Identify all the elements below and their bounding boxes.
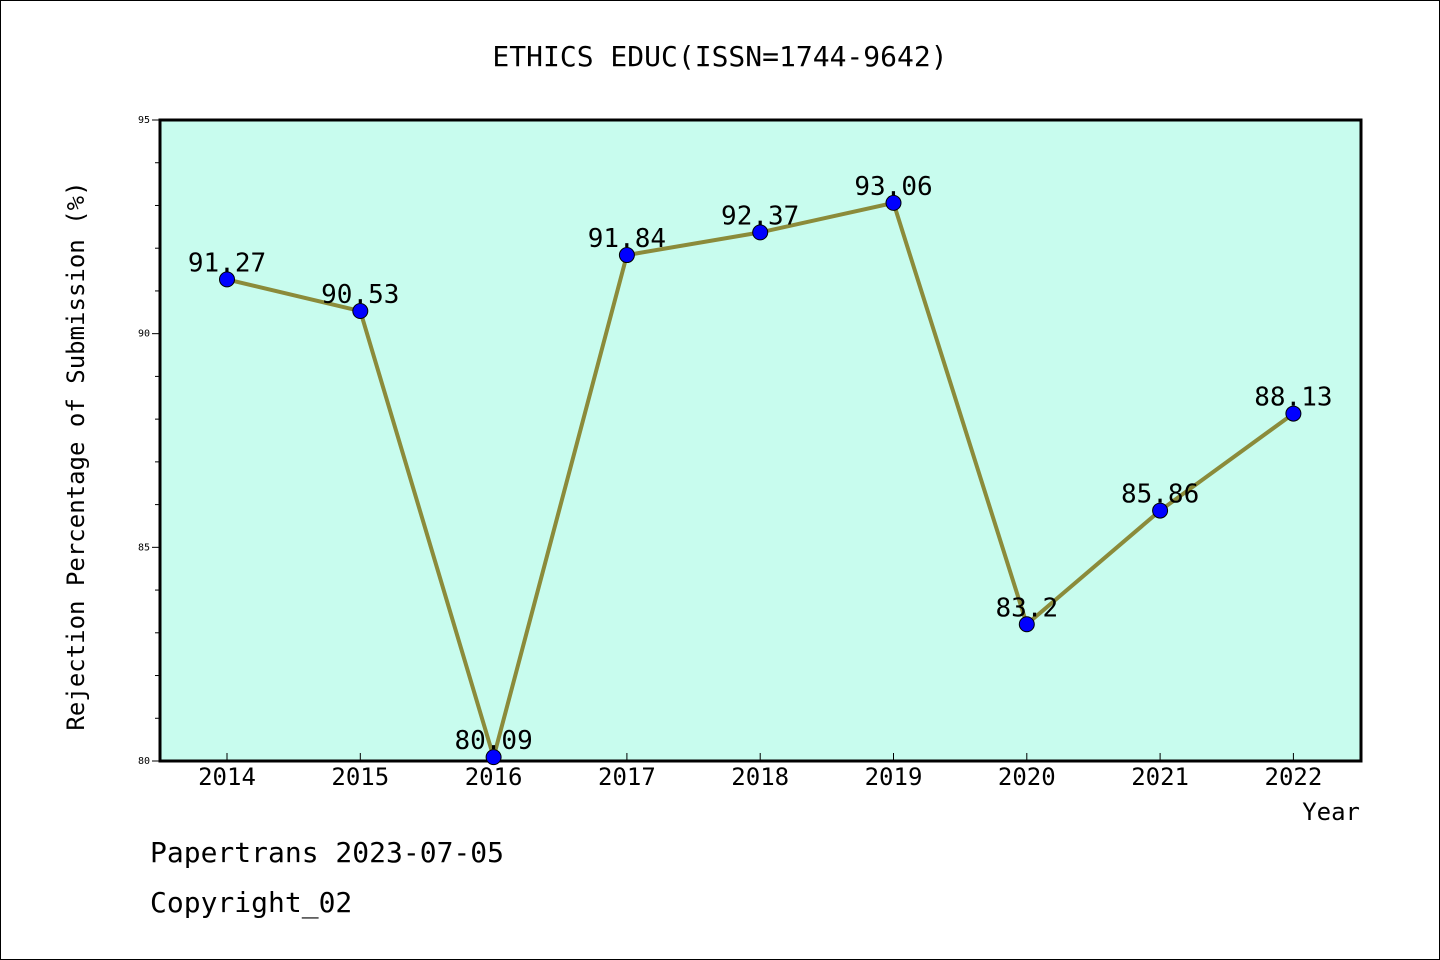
x-tick-label: 2014 <box>198 763 256 791</box>
y-axis-label: Rejection Percentage of Submission (%) <box>62 181 90 730</box>
x-tick-label: 2021 <box>1131 763 1189 791</box>
footer-date-label: Papertrans 2023-07-05 <box>150 836 505 869</box>
x-axis-label: Year <box>1302 798 1360 826</box>
data-label: 91.84 <box>588 224 666 254</box>
chart-title: ETHICS EDUC(ISSN=1744-9642) <box>492 40 947 73</box>
data-label: 93.06 <box>854 172 932 202</box>
data-point <box>485 749 502 766</box>
data-point <box>618 247 635 264</box>
x-tick-label: 2022 <box>1265 763 1323 791</box>
x-tick-label: 2017 <box>598 763 656 791</box>
y-axis: 80 85 90 95 <box>138 115 160 767</box>
y-tick-label: 80 <box>138 756 150 767</box>
x-tick-label: 2018 <box>731 763 789 791</box>
data-label: 80.09 <box>454 726 532 756</box>
y-tick-label: 95 <box>138 115 150 126</box>
data-point <box>1018 616 1035 633</box>
data-label: 83.2 <box>995 593 1058 623</box>
data-point <box>219 271 235 288</box>
data-point <box>352 303 369 320</box>
x-tick-label: 2015 <box>331 763 389 791</box>
x-tick-label: 2019 <box>865 763 923 791</box>
data-point <box>752 224 769 241</box>
data-label: 88.13 <box>1254 383 1332 413</box>
data-label: 92.37 <box>721 201 799 231</box>
x-tick-label: 2016 <box>465 763 523 791</box>
footer-copyright-label: Copyright_02 <box>150 886 353 919</box>
x-tick-label: 2020 <box>998 763 1056 791</box>
data-label: 85.86 <box>1121 480 1199 510</box>
data-point <box>1285 405 1302 422</box>
y-tick-label: 85 <box>138 542 150 553</box>
series-layer: 91.27 90.53 80.09 91.84 92.37 93.06 83.2 85.86 8… <box>188 172 1333 766</box>
data-point <box>885 194 902 211</box>
data-label: 90.53 <box>321 280 399 310</box>
x-axis: 2014 2015 2016 2017 2018 2019 2020 2021 2022 <box>198 753 1322 791</box>
y-tick-label: 90 <box>138 329 150 340</box>
data-point <box>1152 502 1169 519</box>
data-label: 91.27 <box>188 248 266 278</box>
